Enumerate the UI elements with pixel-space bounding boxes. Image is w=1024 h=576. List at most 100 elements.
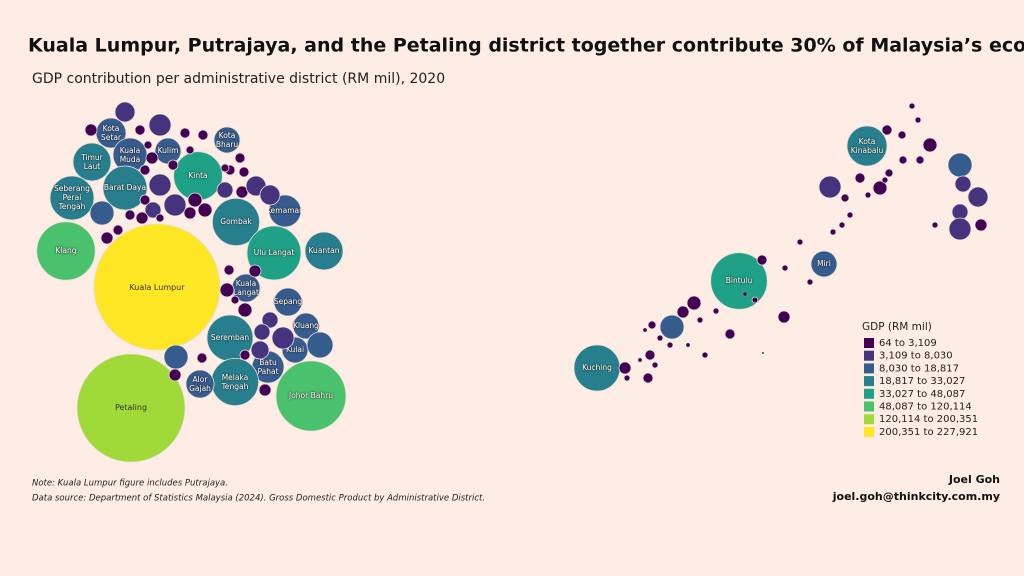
district-label: Ulu Langat [253, 248, 295, 258]
district-label: Petaling [114, 403, 148, 413]
district-bubble [947, 152, 973, 178]
legend-label: 3,109 to 8,030 [879, 351, 953, 362]
district-label-box: Miri [817, 259, 831, 269]
district-bubble [642, 327, 648, 333]
district-bubble [948, 217, 972, 241]
district-bubble [974, 218, 988, 232]
email: joel.goh@thinkcity.com.my [832, 490, 1000, 503]
district-bubble [144, 201, 162, 219]
district-bubble [829, 228, 837, 236]
bubbles: Kuala Lumpur Petaling Klang Kota Setar Kuala… [36, 101, 989, 463]
district-bubble [259, 184, 281, 206]
district-label: Miri [817, 259, 831, 269]
district-label-box: Johor Bahru [289, 391, 333, 400]
legend-swatch [864, 426, 874, 437]
district-bubble [148, 173, 172, 197]
district-label-box: Kota Kinabalu [850, 136, 884, 155]
district-bubble [261, 311, 279, 329]
legend-label: 8,030 to 18,817 [879, 363, 959, 374]
district-bubble [237, 302, 253, 318]
district-bubble [864, 191, 872, 199]
district-bubble [219, 282, 235, 298]
district-label: Kuala Muda [119, 145, 141, 164]
district-bubble [36, 221, 96, 281]
district-label: Kulim [157, 146, 179, 156]
district-bubble [134, 124, 146, 136]
district-label: Kuala Lumpur [129, 282, 185, 292]
district-bubble [642, 372, 654, 384]
author: Joel Goh [948, 473, 1000, 486]
district-bubble [196, 352, 208, 364]
district-label-box: Sepang [273, 297, 303, 307]
district-bubble [258, 383, 272, 397]
district-bubble [651, 361, 659, 369]
note: Note: Kuala Lumpur figure includes Putra… [32, 479, 228, 489]
district-bubble [187, 192, 203, 208]
district-bubble [644, 349, 656, 361]
district-label-box: Kulai [285, 345, 305, 355]
district-bubble [49, 175, 95, 221]
district-bubble [954, 175, 972, 193]
district-bubble [234, 152, 246, 164]
district-label: Sepang [273, 297, 303, 307]
district-bubble [76, 353, 186, 463]
district-label-box: Kuala Lumpur [129, 282, 185, 292]
district-bubble [712, 307, 720, 315]
district-bubble [185, 369, 215, 399]
district-bubble [908, 102, 916, 110]
district-bubble [179, 127, 191, 139]
district-label: Seremban [210, 333, 250, 343]
district-bubble [211, 197, 261, 247]
district-label-box: Kuala Muda [119, 145, 141, 164]
district-bubble [163, 344, 189, 370]
district-bubble [846, 211, 854, 219]
district-label-box: Kinta [188, 171, 208, 181]
district-bubble [854, 172, 866, 184]
legend-label: 33,027 to 48,087 [879, 389, 965, 400]
district-label-box: Batu Pahat [257, 357, 279, 376]
district-label-box: Bintulu [726, 277, 753, 286]
district-bubble [846, 125, 888, 167]
district-bubble [248, 264, 262, 278]
district-bubble [701, 351, 709, 359]
district-label: Kota Kinabalu [850, 136, 884, 155]
district-bubble [223, 264, 235, 276]
district-bubble [304, 231, 344, 271]
district-bubble [124, 209, 136, 221]
legend-swatch [864, 401, 874, 412]
district-label: Batu Pahat [257, 357, 279, 376]
district-bubble [197, 202, 213, 218]
district-bubble [306, 331, 334, 359]
district-bubble [89, 200, 115, 226]
legend-swatch [864, 338, 874, 348]
legend-swatch [864, 363, 874, 374]
district-label: Kuching [582, 363, 612, 373]
district-label-box: Seremban [210, 333, 250, 343]
district-label: Kuantan [308, 246, 340, 256]
district-bubble [102, 165, 148, 211]
district-bubble [273, 287, 303, 317]
district-label-box: Kemaman [269, 206, 301, 215]
district-bubble [271, 326, 295, 350]
district-bubble [884, 168, 894, 178]
district-bubble [155, 213, 165, 223]
district-bubble [623, 374, 631, 382]
district-bubble [777, 310, 791, 324]
district-bubble [238, 166, 250, 178]
district-bubble [183, 206, 197, 220]
district-bubble [143, 140, 153, 150]
district-label: Alor Gajah [189, 374, 211, 393]
district-bubble [168, 368, 182, 382]
district-label: Kinta [188, 171, 208, 181]
district-bubble [246, 225, 302, 281]
district-bubble [292, 312, 320, 340]
district-bubble [751, 296, 759, 304]
district-bubble [756, 254, 768, 266]
district-label: Kulai [285, 345, 305, 355]
district-bubble [239, 349, 251, 361]
legend-swatch [864, 388, 874, 399]
district-label-box: Kuala Langat [233, 279, 259, 297]
district-bubble [810, 250, 838, 278]
district-label-box: Seberang Perai Tengah [54, 184, 90, 211]
